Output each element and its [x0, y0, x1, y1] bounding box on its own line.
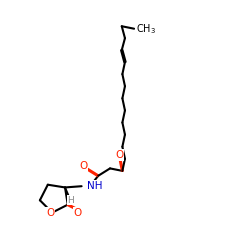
Text: NH: NH	[86, 181, 102, 191]
Text: O: O	[80, 162, 88, 172]
Text: CH$_3$: CH$_3$	[136, 22, 156, 36]
Text: H: H	[67, 196, 74, 205]
Text: O: O	[115, 150, 124, 160]
Text: O: O	[46, 208, 54, 218]
Text: O: O	[74, 208, 82, 218]
